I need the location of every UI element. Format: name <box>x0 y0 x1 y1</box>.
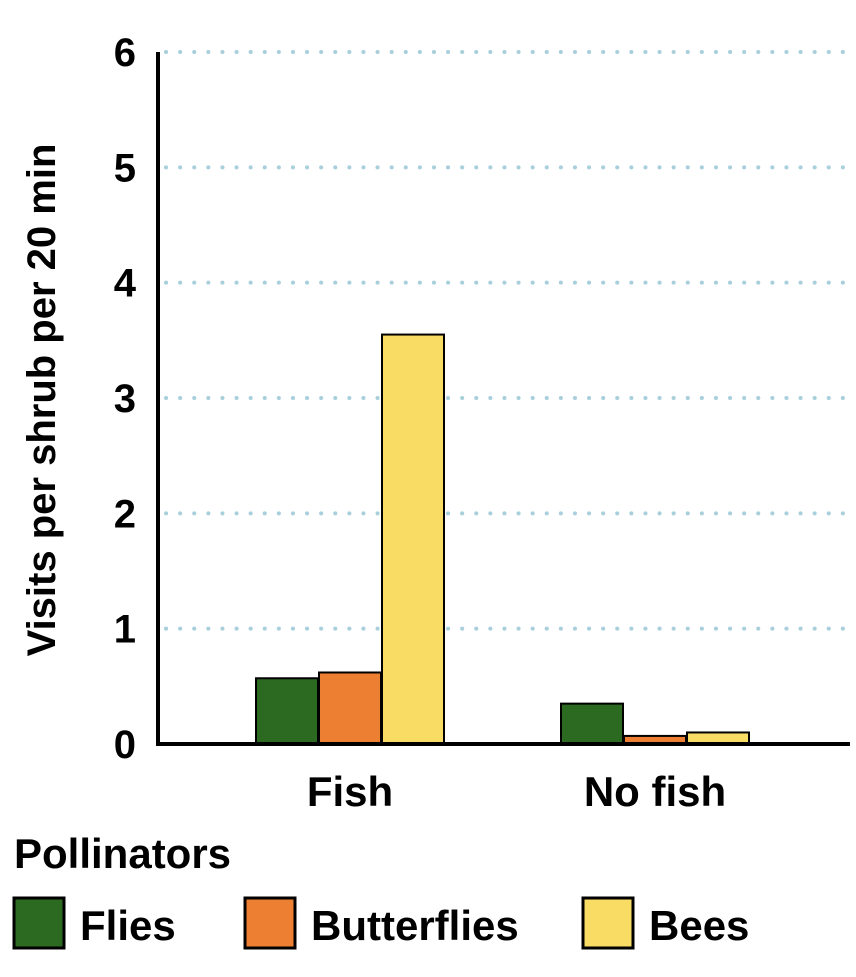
bar-fish-butterflies <box>318 671 382 746</box>
legend-swatch-butterflies <box>243 896 297 950</box>
y-tick-label: 2 <box>114 492 136 536</box>
y-tick-label: 1 <box>114 608 136 652</box>
y-axis-title: Visits per shrub per 20 min <box>20 144 64 657</box>
y-tick-label: 5 <box>114 146 136 190</box>
legend-label-butterflies: Butterflies <box>311 902 519 949</box>
axes <box>156 52 850 746</box>
x-category-label: No fish <box>584 768 726 815</box>
y-tick-labels: 0 1 2 3 4 5 6 <box>114 31 137 767</box>
legend-title: Pollinators <box>14 830 231 877</box>
y-tick-label: 6 <box>114 31 136 75</box>
bars <box>255 333 750 746</box>
y-tick-label: 3 <box>114 377 136 421</box>
legend: Pollinators Flies Butterflies Bees <box>12 830 749 950</box>
legend-label-bees: Bees <box>649 902 749 949</box>
x-category-labels: Fish No fish <box>307 768 726 815</box>
y-tick-label: 0 <box>114 723 136 767</box>
legend-swatch-flies <box>12 896 66 950</box>
y-tick-label: 4 <box>114 262 137 306</box>
bar-fish-bees <box>381 333 445 745</box>
bar-fish-flies <box>255 677 319 746</box>
gridlines <box>164 50 846 631</box>
legend-label-flies: Flies <box>80 902 176 949</box>
legend-swatch-bees <box>581 896 635 950</box>
x-category-label: Fish <box>307 768 393 815</box>
legend-items: Flies Butterflies Bees <box>12 896 749 950</box>
bar-no-fish-flies <box>560 702 624 746</box>
